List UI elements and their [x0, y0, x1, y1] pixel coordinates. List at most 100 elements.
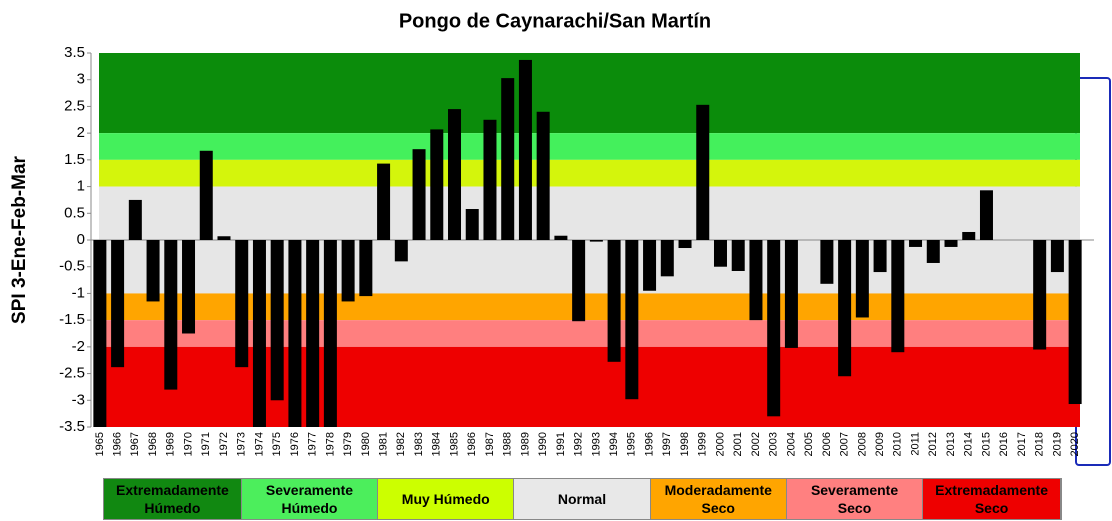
bar — [1033, 240, 1047, 350]
bar — [111, 240, 125, 368]
band — [99, 53, 1080, 134]
bar — [1068, 240, 1082, 405]
legend-entry: Normal — [514, 479, 651, 519]
bar — [235, 240, 249, 368]
x-tick-label: 1999 — [697, 432, 709, 456]
y-tick-label: 2 — [77, 124, 85, 141]
x-tick-label: 1977 — [307, 432, 319, 456]
x-tick-label: 1988 — [502, 432, 514, 456]
legend-entry: Severamente Seco — [786, 479, 924, 519]
x-tick-label: 1994 — [608, 432, 620, 456]
bar — [660, 240, 674, 277]
x-tick-label: 1975 — [271, 432, 283, 456]
bar — [146, 240, 160, 302]
x-tick-label: 2014 — [963, 432, 975, 456]
bar — [217, 236, 231, 240]
y-tick-label: 1 — [77, 178, 85, 195]
x-tick-label: 1980 — [360, 432, 372, 456]
bar — [128, 199, 142, 240]
x-tick-label: 1976 — [289, 432, 301, 456]
bar — [483, 119, 497, 240]
bar — [554, 235, 568, 240]
x-tick-label: 1979 — [342, 432, 354, 456]
bar — [784, 240, 798, 348]
x-tick-label: 2003 — [768, 432, 780, 456]
x-tick-label: 1969 — [165, 432, 177, 456]
y-tick-label: 0.5 — [64, 204, 85, 221]
bar — [448, 109, 462, 240]
bar — [713, 240, 727, 267]
legend-entry: Muy Húmedo — [378, 479, 515, 519]
y-tick-label: -0.5 — [59, 258, 85, 275]
y-tick-label: -3 — [72, 391, 85, 408]
bar — [252, 240, 266, 427]
bar — [93, 240, 107, 427]
x-tick-label: 1986 — [466, 432, 478, 456]
x-tick-label: 2020 — [1069, 432, 1081, 456]
y-tick-label: 3 — [77, 71, 85, 88]
bar — [962, 231, 976, 240]
x-tick-label: 2009 — [874, 432, 886, 456]
bar — [359, 240, 373, 297]
x-tick-label: 1966 — [112, 432, 124, 456]
bar — [288, 240, 302, 427]
bar — [377, 163, 391, 240]
band — [99, 159, 1080, 187]
y-axis-title: SPI 3-Ene-Feb-Mar — [9, 155, 30, 323]
bar — [873, 240, 887, 273]
x-tick-label: 1987 — [484, 432, 496, 456]
y-tick-label: -1.5 — [59, 311, 85, 328]
bar — [306, 240, 320, 427]
bar — [341, 240, 355, 302]
bar — [643, 240, 657, 291]
bar — [767, 240, 781, 417]
bar — [891, 240, 905, 353]
chart-title: Pongo de Caynarachi/San Martín — [399, 10, 711, 32]
x-tick-label: 2000 — [714, 432, 726, 456]
bar — [164, 240, 178, 390]
x-tick-label: 1991 — [555, 432, 567, 456]
x-tick-label: 2013 — [945, 432, 957, 456]
x-tick-label: 1968 — [147, 432, 159, 456]
bar — [855, 240, 869, 318]
x-tick-label: 2017 — [1016, 432, 1028, 456]
x-tick-label: 2001 — [732, 432, 744, 456]
x-tick-label: 1984 — [431, 432, 443, 456]
x-tick-label: 2005 — [803, 432, 815, 456]
bar — [625, 240, 639, 400]
bar — [323, 240, 337, 427]
legend-entry: Moderadamente Seco — [650, 479, 787, 519]
y-tick-label: 2.5 — [64, 97, 85, 114]
bar — [501, 78, 515, 241]
x-tick-label: 2019 — [1051, 432, 1063, 456]
x-tick-label: 1982 — [395, 432, 407, 456]
x-tick-label: 1965 — [94, 432, 106, 456]
x-tick-label: 1973 — [236, 432, 248, 456]
x-tick-label: 2011 — [909, 432, 921, 456]
bar — [926, 240, 940, 263]
bar — [430, 129, 444, 240]
x-tick-label: 1983 — [413, 432, 425, 456]
x-tick-label: 2004 — [785, 432, 797, 456]
x-tick-label: 1990 — [537, 432, 549, 456]
bar — [820, 240, 834, 284]
x-tick-label: 1985 — [448, 432, 460, 456]
bar — [536, 111, 550, 241]
bar — [572, 240, 586, 322]
bar — [731, 240, 745, 271]
x-tick-label: 2002 — [750, 432, 762, 456]
bar — [696, 104, 710, 240]
bar — [678, 240, 692, 249]
bar — [412, 149, 426, 240]
bar — [1050, 240, 1064, 273]
chart: Pongo de Caynarachi/San Martín SPI 3-Ene… — [9, 10, 1111, 466]
x-tick-label: 1997 — [661, 432, 673, 456]
bar — [465, 209, 479, 240]
bar — [909, 240, 923, 247]
x-tick-label: 1992 — [573, 432, 585, 456]
bar — [944, 240, 958, 247]
y-tick-label: -2 — [72, 338, 85, 355]
y-tick-label: -2.5 — [59, 365, 85, 382]
x-tick-label: 2008 — [856, 432, 868, 456]
x-tick-label: 1967 — [129, 432, 141, 456]
